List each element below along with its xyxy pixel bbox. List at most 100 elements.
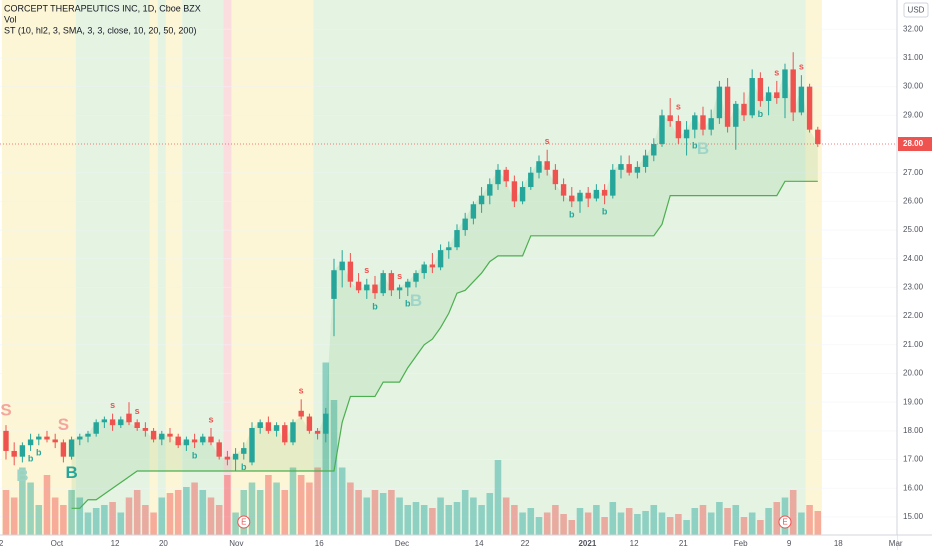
volume-bar <box>617 512 625 535</box>
y-tick-label: 22.00 <box>903 311 924 320</box>
trend-band <box>313 0 806 535</box>
candle-body <box>101 419 108 423</box>
volume-bar <box>142 505 149 535</box>
volume-bar <box>461 490 469 535</box>
candle-body <box>413 273 419 282</box>
candle-body <box>323 413 329 434</box>
candle-body <box>134 422 140 428</box>
candle-body <box>470 204 477 219</box>
volume-bar <box>84 512 92 535</box>
volume-bar <box>535 517 543 535</box>
candle-body <box>478 195 485 205</box>
candle-body <box>232 453 239 460</box>
candle-body <box>651 144 657 156</box>
candle-body <box>708 118 714 130</box>
signal-label: b <box>28 453 34 463</box>
candle-body <box>36 436 42 440</box>
volume-bar <box>19 467 26 535</box>
axes: 15.00 16.00 17.00 18.00 19.00 20.00 21.00 22.00… <box>0 24 924 548</box>
volume-bar <box>199 490 207 535</box>
currency-box[interactable] <box>903 2 929 18</box>
volume-bar <box>576 508 584 535</box>
candle-body <box>782 69 788 99</box>
event-marker <box>237 515 251 529</box>
last-price-label: 28.00 <box>903 139 924 148</box>
candle-body <box>610 169 616 196</box>
candle-body <box>216 442 222 457</box>
volume-bar <box>683 520 690 535</box>
volume-bar <box>2 490 10 535</box>
volume-bar <box>601 517 608 535</box>
candle-body <box>372 284 378 294</box>
candle-body <box>446 247 452 251</box>
x-tick-label: 12 <box>111 539 120 548</box>
candle-body <box>11 450 17 457</box>
volume-bar <box>396 497 403 535</box>
x-tick-label: 20 <box>159 539 168 548</box>
volume-bar <box>68 490 75 535</box>
y-tick-label: 26.00 <box>903 196 924 205</box>
volume-bar <box>609 502 617 535</box>
x-tick-label: Nov <box>229 539 243 548</box>
volume-bar <box>707 512 715 535</box>
volume-bar <box>117 512 125 535</box>
candle-body <box>700 115 706 130</box>
volume-bar <box>675 514 682 535</box>
volume-bar <box>133 490 141 535</box>
candle-body <box>167 433 173 437</box>
volume-bar <box>125 497 133 535</box>
candle-body <box>749 78 755 116</box>
grid <box>0 28 897 518</box>
volume-bar <box>297 475 305 535</box>
volume-bar <box>388 490 395 535</box>
candle-body <box>806 86 813 130</box>
volume-bar <box>338 467 346 535</box>
y-tick-label: 24.00 <box>903 254 924 263</box>
volume-bar <box>502 497 510 535</box>
volume-bar <box>699 505 707 535</box>
candle-body <box>175 436 181 446</box>
y-tick-label: 30.00 <box>903 82 924 91</box>
candle-body <box>495 169 501 185</box>
volume-bar <box>371 490 379 535</box>
y-tick-label: 21.00 <box>903 340 924 349</box>
volume-bar <box>478 505 485 535</box>
signal-label: b <box>692 141 698 151</box>
trend-band <box>223 0 232 535</box>
signal-label: S <box>0 401 11 420</box>
volume-bar <box>273 482 280 535</box>
candle-body <box>667 115 673 122</box>
candle-body <box>306 416 313 431</box>
candle-body <box>626 164 632 173</box>
signal-label: s <box>299 386 304 396</box>
trend-band <box>805 0 822 535</box>
candle-body <box>290 422 296 443</box>
volume-bar <box>240 490 248 535</box>
indicator-label: ST (10, hl2, 3, SMA, 3, 3, close, 10, 20… <box>4 25 196 35</box>
volume-bar <box>470 497 477 535</box>
signal-label: s <box>774 67 779 77</box>
volume-bar <box>740 517 748 535</box>
x-tick-label: 14 <box>475 539 484 548</box>
candle-body <box>314 430 321 434</box>
y-tick-label: 16.00 <box>903 483 924 492</box>
candle-body <box>380 273 386 294</box>
candle-body <box>68 439 75 457</box>
volume-bar <box>150 512 157 535</box>
volume-bar <box>404 505 412 535</box>
signal-label: s <box>545 136 550 146</box>
trend-fill <box>71 69 818 509</box>
trend-band <box>182 0 224 535</box>
y-tick-label: 25.00 <box>903 225 924 234</box>
signal-label: b <box>36 448 42 458</box>
volume-bar <box>232 512 239 535</box>
candle-body <box>577 192 583 202</box>
volume-bar <box>543 512 551 535</box>
volume-bar <box>224 475 231 535</box>
y-tick-label: 18.00 <box>903 426 924 435</box>
volume-bar <box>379 493 387 535</box>
candle-body <box>503 169 509 182</box>
candle-body <box>52 439 58 443</box>
volume-bar <box>798 512 805 535</box>
candle-body <box>733 103 739 127</box>
